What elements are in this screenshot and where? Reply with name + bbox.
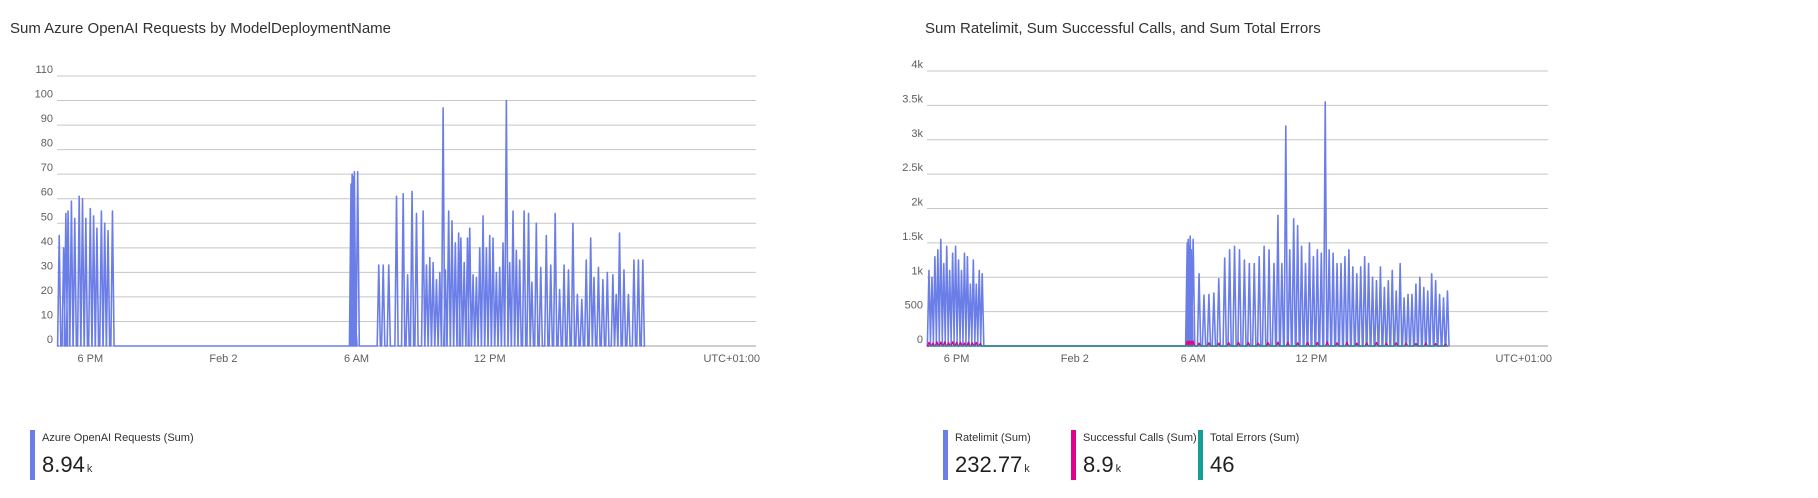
y-tick-label: 50 (41, 211, 53, 223)
y-tick-label: 2.5k (902, 162, 923, 174)
y-tick-label: 100 (35, 89, 53, 101)
legend-value-number: 8.9 (1083, 452, 1114, 477)
y-tick-label: 10 (41, 309, 53, 321)
timezone-label: UTC+01:00 (1495, 353, 1552, 365)
x-tick-label: 12 PM (474, 353, 506, 365)
legend-label: Total Errors (Sum) (1210, 432, 1300, 444)
timezone-label: UTC+01:00 (703, 353, 760, 365)
x-tick-label: 6 PM (77, 353, 103, 365)
legend-value: 8.94 k (42, 452, 92, 478)
y-tick-label: 2k (911, 197, 923, 209)
y-tick-label: 80 (41, 138, 53, 150)
chart-panel-requests: Sum Azure OpenAI Requests by ModelDeploy… (0, 0, 900, 498)
legend-swatch (1198, 430, 1203, 480)
series-line-ratelimit-sum[interactable] (926, 101, 1450, 347)
series-line-successful-calls-sum[interactable] (926, 340, 1448, 347)
y-tick-label: 30 (41, 260, 53, 272)
legend-value-number: 46 (1210, 452, 1235, 477)
legend-value: 8.9 k (1083, 452, 1121, 478)
series-line-azure-openai-requests-sum[interactable] (56, 99, 646, 347)
y-tick-label: 500 (905, 300, 923, 312)
ratelimit-chart: 0 500 1k 1.5k 2k 2.5k 3k 3.5k 4k 6 PM Feb 2 6 AM 12 … (902, 59, 1552, 365)
legend-label: Ratelimit (Sum) (955, 432, 1031, 444)
legend-swatch (1071, 430, 1076, 480)
x-tick-label: 12 PM (1296, 353, 1328, 365)
chart-panel-ratelimit: Sum Ratelimit, Sum Successful Calls, and… (902, 0, 1818, 498)
y-tick-label: 1.5k (902, 231, 923, 243)
legend-value-unit: k (1024, 463, 1030, 475)
x-tick-label: 6 AM (1181, 353, 1206, 365)
legend-value-number: 232.77 (955, 452, 1023, 477)
chart-title: Sum Azure OpenAI Requests by ModelDeploy… (10, 20, 392, 37)
legend-label: Azure OpenAI Requests (Sum) (42, 432, 194, 444)
legend-value-number: 8.94 (42, 452, 85, 477)
y-tick-label: 70 (41, 162, 53, 174)
y-tick-label: 60 (41, 187, 53, 199)
y-tick-label: 4k (911, 59, 923, 71)
y-tick-label: 20 (41, 285, 53, 297)
y-tick-label: 110 (35, 64, 53, 76)
legend-value-unit: k (86, 463, 93, 475)
legend-value: 232.77 k (955, 452, 1030, 478)
y-tick-label: 90 (41, 113, 53, 125)
legend-swatch (30, 430, 35, 480)
y-tick-label: 40 (41, 236, 53, 248)
y-tick-label: 3k (911, 128, 923, 140)
x-tick-label: 6 AM (344, 353, 369, 365)
x-tick-label: 6 PM (944, 353, 970, 365)
legend-value-unit: k (1115, 463, 1122, 475)
y-tick-label: 0 (917, 334, 923, 346)
requests-chart: 0 10 20 30 40 50 60 70 80 90 100 110 6 PM Feb 2 6 AM 12… (35, 64, 760, 365)
chart-title: Sum Ratelimit, Sum Successful Calls, and… (925, 20, 1321, 37)
legend-swatch (943, 430, 948, 480)
y-tick-label: 0 (47, 334, 53, 346)
legend-value: 46 (1210, 452, 1236, 478)
x-tick-label: Feb 2 (209, 353, 237, 365)
legend-label: Successful Calls (Sum) (1083, 432, 1197, 444)
x-tick-label: Feb 2 (1061, 353, 1089, 365)
y-tick-label: 1k (911, 265, 923, 277)
y-tick-label: 3.5k (902, 93, 923, 105)
